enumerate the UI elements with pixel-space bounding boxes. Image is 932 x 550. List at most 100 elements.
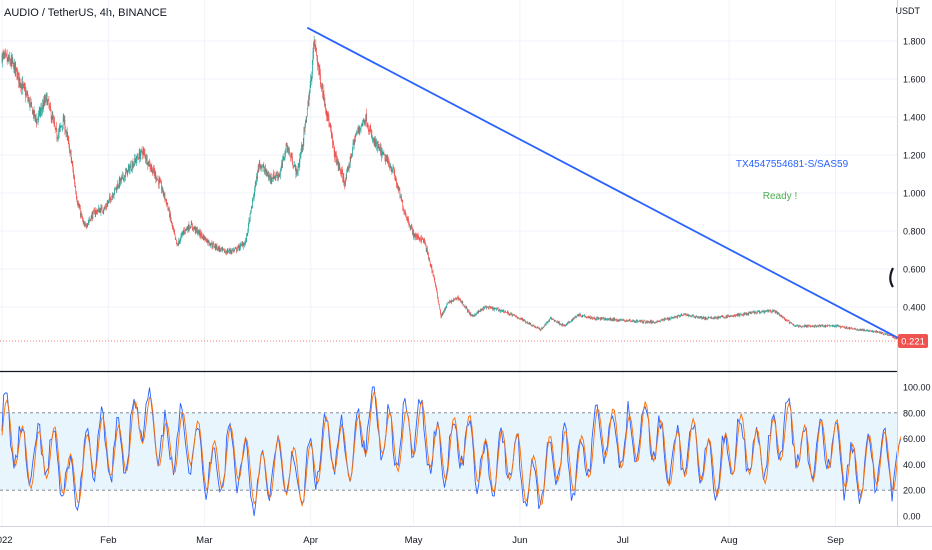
trendline[interactable] (306, 26, 902, 341)
candle-body (58, 132, 59, 137)
candle-body (371, 133, 373, 139)
candle-body (828, 325, 829, 326)
candle-body (532, 325, 533, 326)
candle-body (352, 142, 354, 150)
candle-body (484, 306, 485, 309)
candle-body (325, 103, 326, 110)
candle-body (202, 236, 203, 238)
candle-body (611, 319, 613, 321)
candle-body (492, 307, 493, 310)
candle-body (625, 320, 626, 322)
candle-body (842, 326, 843, 327)
candle-body (647, 321, 648, 323)
candle-body (6, 56, 8, 61)
candle-body (866, 330, 867, 332)
candle-body (605, 318, 606, 320)
candle-body (652, 321, 654, 323)
candle-body (245, 240, 246, 244)
candle-body (855, 329, 857, 330)
candle-body (403, 209, 405, 212)
candle-body (497, 308, 499, 311)
candle-body (768, 309, 770, 312)
candle-body (169, 209, 170, 217)
candle-body (615, 319, 617, 320)
candle-body (15, 67, 17, 70)
candle-body (285, 143, 287, 154)
candle-body (57, 137, 59, 139)
candle-body (262, 165, 264, 167)
candle-body (330, 129, 332, 135)
candle-body (93, 210, 94, 212)
candle-body (157, 179, 158, 180)
candle-body (16, 70, 18, 79)
candle-body (405, 213, 406, 216)
candle-body (504, 311, 505, 313)
candle-body (694, 317, 696, 319)
candle-body (637, 321, 639, 322)
candle-body (86, 226, 87, 227)
candle-body (161, 190, 163, 191)
candle-body (23, 85, 25, 87)
candle-body (231, 250, 233, 252)
candle-body (21, 84, 22, 89)
candle-body (739, 313, 741, 317)
candle-body (398, 186, 400, 190)
candle-body (187, 228, 189, 231)
candle-body (124, 175, 125, 181)
candle-body (284, 158, 285, 160)
candle-body (543, 327, 544, 328)
candle-body (661, 319, 663, 321)
candle-body (621, 320, 622, 321)
candle-body (544, 324, 546, 326)
candle-body (70, 150, 71, 153)
candle-body (64, 119, 65, 123)
candle-body (363, 120, 365, 125)
candle-body (374, 140, 376, 144)
candle-body (50, 110, 52, 120)
symbol-title[interactable]: AUDIO / TetherUS, 4h, BINANCE (4, 7, 168, 19)
candle-body (894, 337, 896, 339)
candle-body (205, 237, 206, 240)
candle-body (592, 318, 594, 320)
candle-body (812, 325, 813, 327)
candle-body (114, 188, 115, 194)
candle-body (271, 179, 273, 181)
candle-body (564, 324, 565, 326)
candle-body (850, 327, 852, 329)
candle-body (718, 316, 720, 317)
candle-body (387, 158, 389, 163)
candle-body (894, 337, 895, 339)
candle-body (690, 315, 692, 317)
candle-body (389, 165, 390, 169)
candle-body (480, 309, 481, 312)
candle-body (86, 225, 88, 227)
candle-body (716, 317, 718, 319)
candle-body (197, 233, 199, 234)
candle-body (2, 53, 4, 55)
candle-body (717, 316, 719, 319)
stoch-tick-label: 20.00 (903, 486, 926, 496)
candle-body (74, 178, 75, 184)
candle-body (246, 233, 247, 240)
candle-body (141, 149, 142, 151)
candle-body (443, 311, 444, 315)
candle-body (215, 245, 217, 249)
candle-body (812, 325, 814, 327)
candle-body (641, 320, 643, 323)
candle-body (440, 309, 441, 314)
candle-body (615, 319, 616, 320)
candle-body (119, 178, 121, 185)
candle-body (305, 120, 307, 122)
candle-body (270, 176, 272, 180)
candle-body (31, 102, 33, 107)
candle-body (21, 83, 23, 90)
candle-body (581, 315, 583, 317)
candle-body (427, 248, 428, 253)
candle-body (798, 326, 799, 327)
candle-body (518, 317, 520, 319)
candle-body (802, 326, 804, 327)
candle-body (848, 328, 850, 329)
candle-body (780, 315, 781, 317)
candle-body (100, 207, 102, 214)
